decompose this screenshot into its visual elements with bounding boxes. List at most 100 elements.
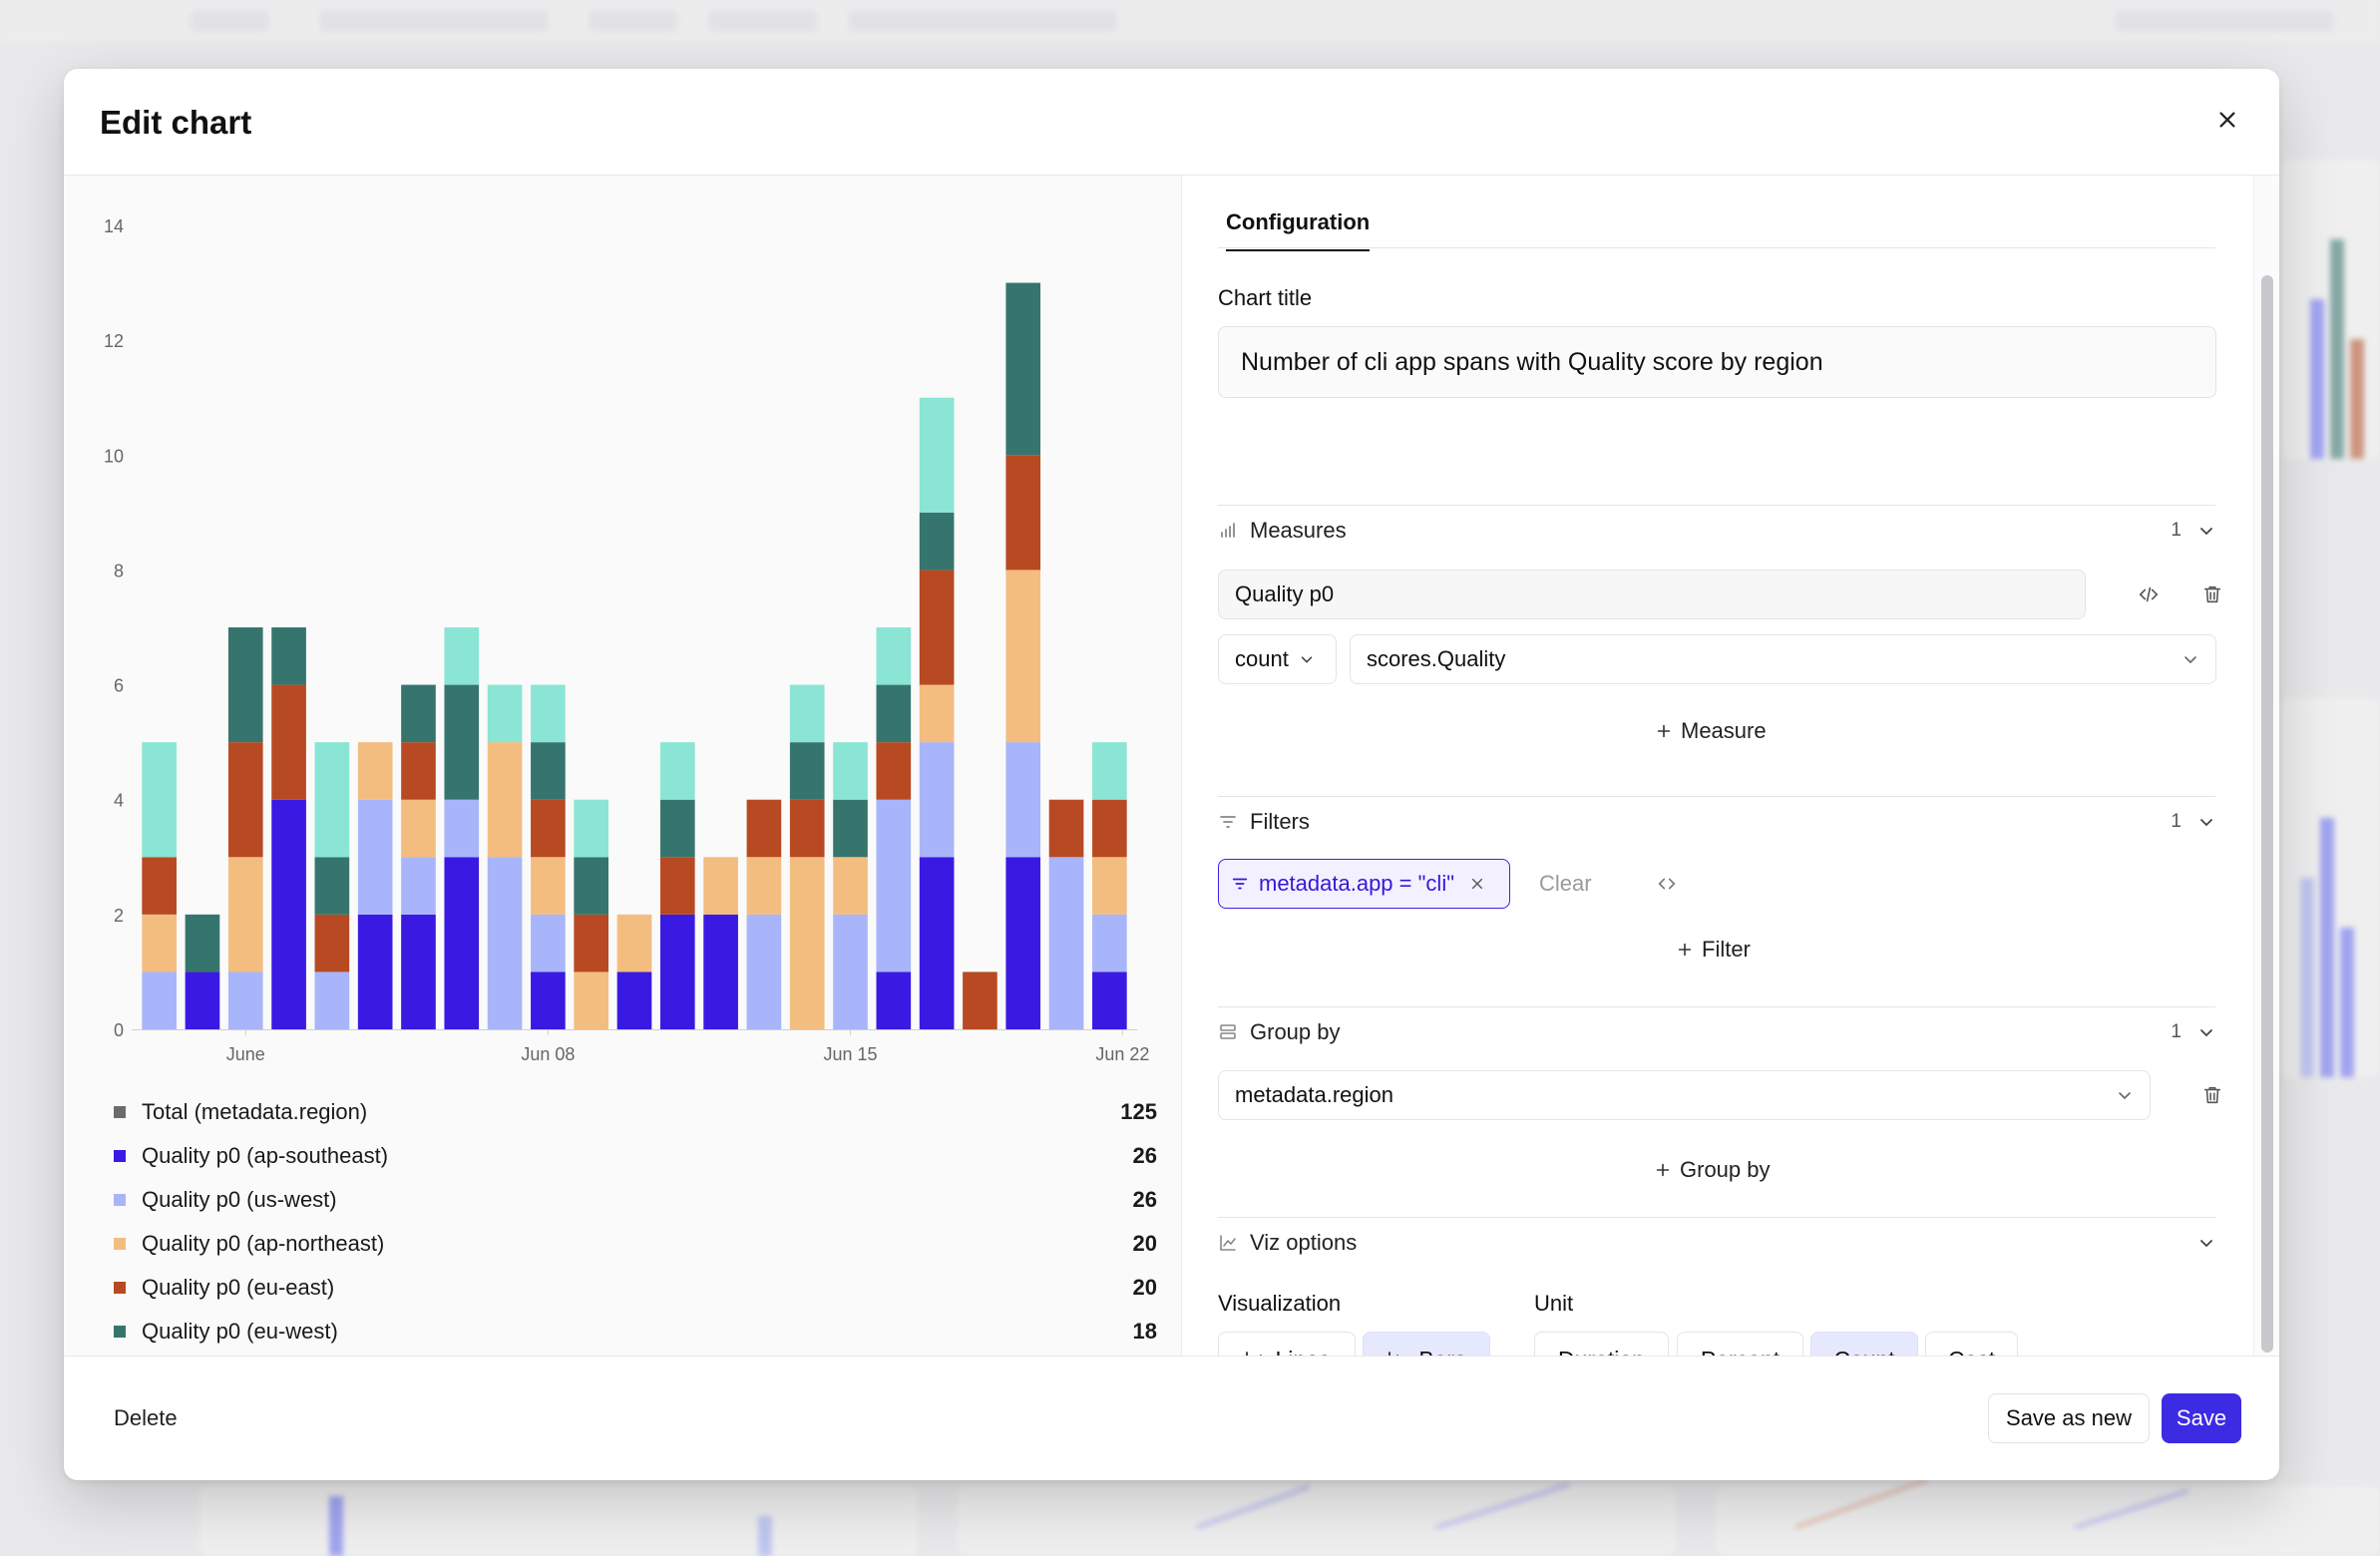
legend-swatch — [114, 1326, 126, 1338]
plus-icon — [1678, 943, 1692, 957]
legend-label: Quality p0 (eu-west) — [142, 1319, 338, 1344]
bar-segment — [746, 857, 782, 915]
scrollbar-thumb[interactable] — [2261, 275, 2273, 1353]
bar-segment — [185, 972, 220, 1029]
bar-segment — [1005, 570, 1041, 743]
save-button[interactable]: Save — [2162, 1393, 2241, 1443]
delete-button[interactable]: Delete — [100, 1393, 239, 1443]
legend-entry[interactable]: Quality p0 (ap-southeast) 26 — [114, 1134, 1201, 1178]
chart-title-input[interactable] — [1218, 326, 2216, 398]
tab-configuration[interactable]: Configuration — [1226, 209, 1371, 251]
save-as-new-button[interactable]: Save as new — [1988, 1393, 2150, 1443]
bar-segment — [659, 742, 695, 800]
measure-name-input[interactable]: Quality p0 — [1218, 570, 2086, 619]
close-button[interactable] — [2205, 99, 2249, 143]
bar-segment — [789, 684, 825, 743]
bar-segment — [1005, 742, 1041, 858]
legend-entry[interactable]: Quality p0 (ap-northeast) 20 — [114, 1222, 1201, 1266]
add-group-by-button[interactable]: Group by — [1654, 1157, 1771, 1183]
measures-header[interactable]: Measures 1 — [1218, 505, 2215, 555]
close-icon — [2219, 111, 2235, 128]
group-by-select[interactable]: metadata.region — [1218, 1070, 2151, 1120]
bar-segment — [919, 857, 955, 1029]
bar-segment — [531, 857, 566, 915]
bar-segment — [1048, 799, 1084, 858]
bar-segment — [1092, 857, 1127, 915]
bar-segment — [142, 857, 177, 915]
add-group-by-label: Group by — [1680, 1157, 1771, 1182]
bar-segment — [444, 799, 480, 858]
modal-body: 0 2 4 6 8 10 12 14 June Jun 08 Jun 15 Jun 22 Total … — [64, 176, 2279, 1424]
bar-segment — [789, 742, 825, 800]
chevron-down-icon — [2184, 656, 2196, 664]
bar-segment — [919, 397, 955, 513]
bar-segment — [1005, 857, 1041, 1029]
legend-swatch — [114, 1282, 126, 1294]
filter-chip[interactable]: metadata.app = "cli" — [1218, 859, 1510, 909]
scrollbar[interactable] — [2253, 176, 2279, 1424]
chevron-down-icon[interactable] — [2197, 1234, 2215, 1252]
legend-entry[interactable]: Quality p0 (us-west) 26 — [114, 1178, 1201, 1222]
measure-field-select[interactable]: scores.Quality — [1350, 634, 2216, 684]
add-measure-label: Measure — [1681, 718, 1767, 743]
close-icon[interactable] — [1470, 877, 1484, 891]
code-icon[interactable] — [1647, 864, 1687, 904]
bar-segment — [487, 684, 523, 743]
bar-segment — [1092, 914, 1127, 972]
bar-segment — [876, 684, 912, 743]
bar-segment — [142, 972, 177, 1029]
viz-options-section: Viz options Visualization Unit Lines Bar… — [1218, 1217, 2215, 1387]
bar-segment — [227, 857, 263, 972]
trash-icon[interactable] — [2192, 575, 2232, 614]
bar-segment — [401, 857, 436, 915]
clear-filters-button[interactable]: Clear — [1539, 871, 1592, 896]
add-measure-button[interactable]: Measure — [1655, 718, 1767, 744]
bar-segment — [531, 914, 566, 972]
code-icon[interactable] — [2129, 575, 2169, 614]
filter-icon — [1218, 812, 1238, 832]
group-by-header[interactable]: Group by 1 — [1218, 1006, 2215, 1056]
viz-options-header[interactable]: Viz options — [1218, 1217, 2215, 1267]
bar-segment — [271, 627, 306, 685]
aggregation-select[interactable]: count — [1218, 634, 1337, 684]
filters-title: Filters — [1250, 808, 1310, 834]
y-tick-label: 0 — [114, 1020, 124, 1040]
y-tick-label: 4 — [114, 791, 124, 811]
bar-segment — [314, 914, 350, 972]
legend-entry[interactable]: Quality p0 (eu-west) 18 — [114, 1310, 1201, 1354]
line-chart-icon — [1218, 1233, 1238, 1253]
bar-segment — [142, 914, 177, 972]
bar-segment — [314, 972, 350, 1029]
bar-segment — [271, 799, 306, 1029]
bar-segment — [444, 627, 480, 685]
legend-value: 18 — [1132, 1319, 1157, 1344]
bar-segment — [531, 799, 566, 858]
stacked-bar-chart: 0 2 4 6 8 10 12 14 June Jun 08 Jun 15 Jun 22 — [104, 216, 1149, 1064]
bar-segment — [659, 799, 695, 858]
filters-header[interactable]: Filters 1 — [1218, 796, 2215, 846]
bar-segment — [401, 914, 436, 1029]
chart-preview-pane: 0 2 4 6 8 10 12 14 June Jun 08 Jun 15 Jun 22 Total … — [64, 176, 1181, 1424]
bar-segment — [357, 742, 393, 800]
chevron-down-icon[interactable] — [2197, 1023, 2215, 1041]
add-filter-button[interactable]: Filter — [1676, 937, 1751, 963]
y-tick-label: 12 — [104, 331, 124, 351]
trash-icon[interactable] — [2192, 1075, 2232, 1115]
bar-segment — [616, 914, 652, 972]
filter-chip-label: metadata.app = "cli" — [1259, 871, 1455, 896]
bar-segment — [746, 914, 782, 1029]
bar-segment — [227, 742, 263, 858]
bar-segment — [659, 857, 695, 915]
bar-segment — [574, 972, 609, 1029]
chevron-down-icon[interactable] — [2197, 813, 2215, 831]
chevron-down-icon[interactable] — [2197, 522, 2215, 540]
bar-segment — [1092, 799, 1127, 858]
legend-value: 125 — [1120, 1099, 1157, 1124]
bar-segment — [1005, 455, 1041, 571]
bar-segment — [833, 742, 868, 800]
bar-segment — [1092, 742, 1127, 800]
bar-segment — [401, 799, 436, 858]
legend-entry[interactable]: Total (metadata.region) 125 — [114, 1090, 1201, 1134]
legend-entry[interactable]: Quality p0 (eu-east) 20 — [114, 1266, 1201, 1310]
bar-segment — [401, 684, 436, 743]
